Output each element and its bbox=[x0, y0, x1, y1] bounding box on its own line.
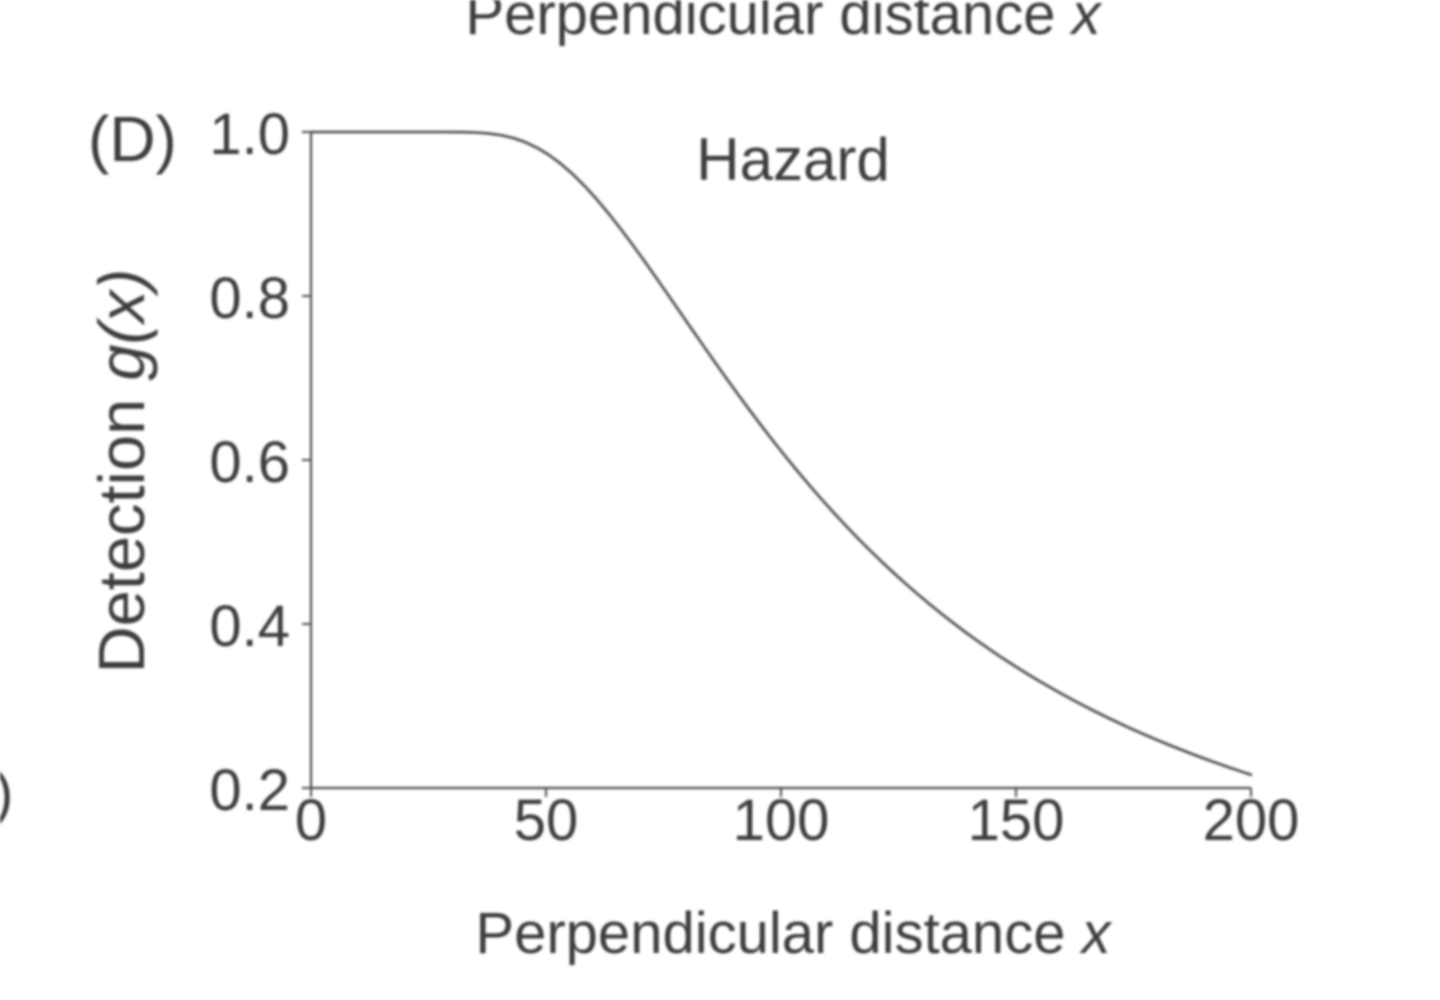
svg-text:1.0: 1.0 bbox=[209, 102, 290, 167]
svg-text:150: 150 bbox=[968, 788, 1065, 853]
svg-text:Hazard: Hazard bbox=[696, 126, 889, 193]
svg-text:0.6: 0.6 bbox=[209, 430, 290, 495]
svg-text:0.8: 0.8 bbox=[209, 266, 290, 331]
svg-text:0.2: 0.2 bbox=[209, 758, 290, 823]
svg-text:Perpendicular distance x: Perpendicular distance x bbox=[475, 901, 1112, 966]
svg-text:50: 50 bbox=[514, 788, 579, 853]
svg-text:200: 200 bbox=[1203, 788, 1300, 853]
svg-text:Detection g(x): Detection g(x) bbox=[85, 269, 158, 674]
svg-text:0.4: 0.4 bbox=[209, 594, 290, 659]
svg-text:0: 0 bbox=[295, 788, 327, 853]
svg-text:Perpendicular distance x: Perpendicular distance x bbox=[465, 0, 1102, 47]
svg-text:(D): (D) bbox=[88, 103, 177, 175]
svg-text:100: 100 bbox=[733, 788, 830, 853]
